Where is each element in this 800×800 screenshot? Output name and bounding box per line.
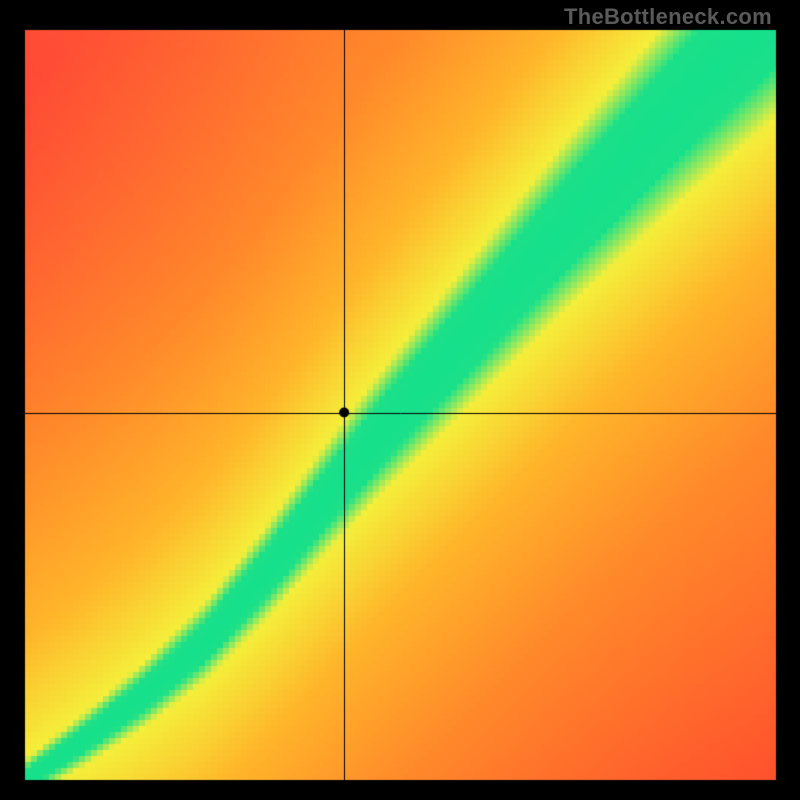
chart-container: TheBottleneck.com bbox=[0, 0, 800, 800]
watermark-text: TheBottleneck.com bbox=[564, 4, 772, 30]
bottleneck-heatmap-canvas bbox=[0, 0, 800, 800]
